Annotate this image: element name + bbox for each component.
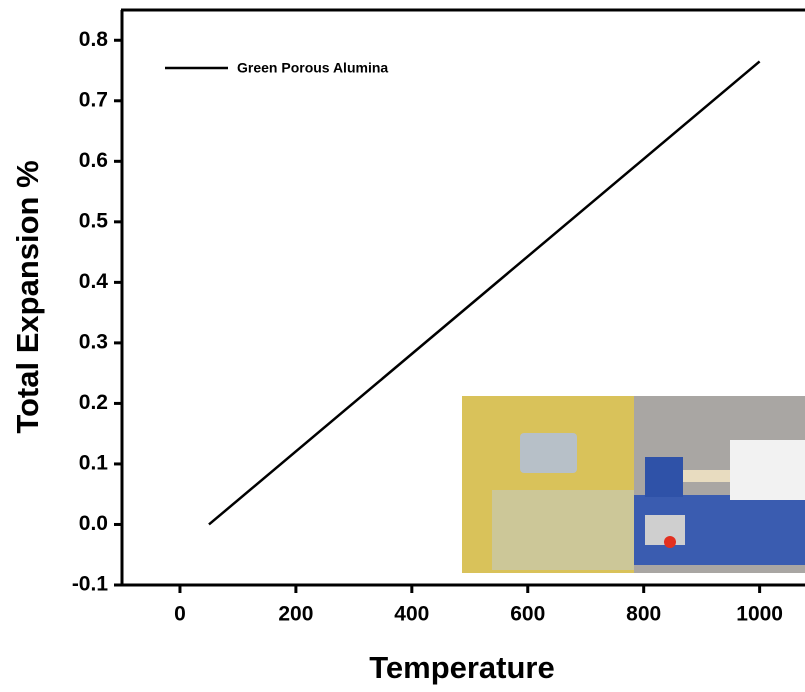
y-tick-label: 0.8 xyxy=(79,28,109,51)
x-axis-label: Temperature xyxy=(369,650,555,685)
y-tick-label: 0.5 xyxy=(79,209,109,232)
photo-ruler xyxy=(492,490,634,570)
photo-light xyxy=(664,536,676,548)
x-tick-label: 800 xyxy=(626,603,661,626)
y-tick-label: 0.0 xyxy=(79,512,108,535)
x-tick-label: 0 xyxy=(174,603,186,626)
photo-sample xyxy=(520,433,577,473)
y-tick-label: 0.7 xyxy=(79,88,108,111)
y-tick-label: 0.6 xyxy=(79,149,108,172)
y-tick-label: 0.2 xyxy=(79,391,108,414)
inset-photo xyxy=(462,396,805,573)
photo-furnace xyxy=(730,440,805,500)
photo-hopper xyxy=(645,457,683,497)
y-tick-label: 0.3 xyxy=(79,330,108,353)
data-line xyxy=(208,60,761,526)
y-tick-label: -0.1 xyxy=(72,573,109,596)
y-tick-label: 0.1 xyxy=(79,451,109,474)
legend-label: Green Porous Alumina xyxy=(237,60,388,76)
x-tick-label: 200 xyxy=(278,603,313,626)
x-tick-label: 600 xyxy=(510,603,545,626)
x-tick-label: 1000 xyxy=(736,603,783,626)
photo-tube xyxy=(683,470,733,482)
y-tick-label: 0.4 xyxy=(79,270,109,293)
y-axis-label: Total Expansion % xyxy=(10,160,45,433)
x-tick-label: 400 xyxy=(394,603,429,626)
